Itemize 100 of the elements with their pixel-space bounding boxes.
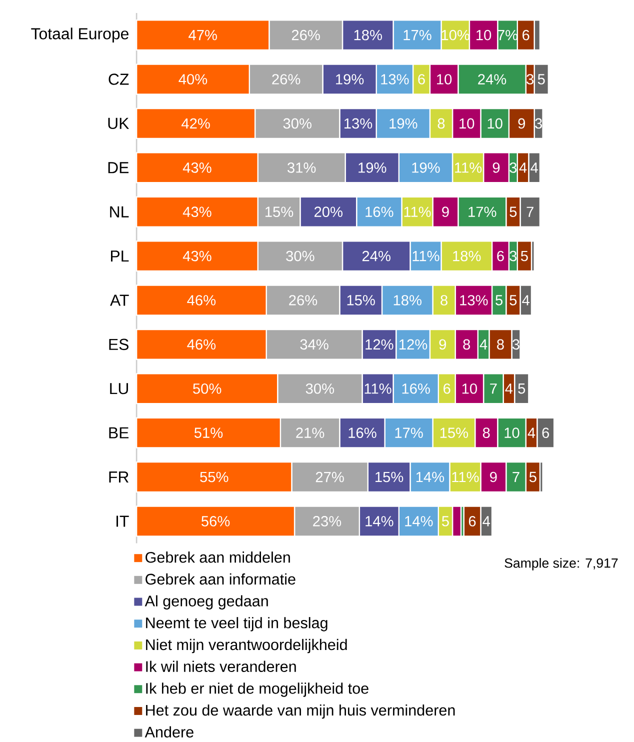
y-tick-label: FR: [109, 472, 128, 482]
data-label: 3: [512, 339, 520, 350]
data-label: 15%: [376, 472, 404, 482]
data-label: 5: [496, 295, 502, 306]
legend-label: Al genoeg gedaan: [144, 595, 268, 610]
data-label: 10: [462, 383, 477, 394]
data-label: 8: [497, 339, 504, 350]
data-label: 14%: [366, 516, 394, 526]
data-label: 5: [520, 250, 528, 262]
data-label: 4: [530, 162, 538, 173]
data-label: 24%: [478, 74, 506, 84]
data-label: 12%: [366, 339, 394, 350]
data-label: 8: [463, 339, 470, 350]
data-label: 11%: [404, 206, 431, 217]
data-label: 13%: [344, 118, 372, 129]
data-label: 11%: [364, 384, 392, 394]
data-label: 6: [418, 74, 425, 84]
data-label: 9: [442, 206, 449, 218]
data-label: 9: [490, 472, 497, 482]
data-label: 10: [488, 118, 502, 129]
data-label: 10: [460, 118, 474, 129]
data-label: 43%: [182, 250, 212, 262]
data-label: 14%: [405, 516, 433, 526]
data-label: 19%: [358, 162, 386, 173]
data-label: 5: [510, 206, 517, 217]
data-label: 16%: [348, 428, 376, 438]
data-label: 26%: [272, 74, 300, 84]
data-label: 24%: [362, 250, 390, 262]
data-label: 5: [529, 472, 536, 482]
data-label: 19%: [336, 74, 364, 84]
y-tick-label: LU: [110, 383, 128, 394]
data-label: 56%: [202, 516, 230, 526]
data-label: 16%: [402, 383, 430, 394]
y-tick-label: BE: [109, 427, 129, 438]
data-label: 7: [512, 472, 520, 482]
data-label: 19%: [390, 118, 418, 129]
legend-label: Ik wil niets veranderen: [146, 660, 296, 672]
y-tick-label: NL: [110, 206, 129, 218]
legend-label: Ik heb er niet de mogelijkheid toe: [146, 682, 368, 697]
data-label: 26%: [292, 30, 320, 40]
legend-label: Gebrek aan middelen: [146, 552, 290, 563]
data-label: 13%: [381, 74, 409, 84]
data-label: 7: [490, 384, 497, 394]
data-label: 10: [476, 30, 492, 40]
y-tick-label: PL: [111, 250, 129, 262]
data-label: 30%: [306, 383, 334, 394]
y-tick-label: UK: [108, 118, 130, 130]
legend-label: Neemt te veel tijd in beslag: [146, 617, 328, 632]
data-label: 10: [437, 74, 452, 84]
data-label: 17%: [468, 206, 496, 217]
data-label: 46%: [187, 339, 216, 350]
data-label: 9: [439, 339, 446, 350]
data-label: 18%: [354, 30, 382, 40]
data-label: 55%: [200, 472, 228, 482]
data-label: 6: [497, 250, 504, 262]
data-label: 4: [482, 516, 490, 526]
y-tick-label: DE: [108, 162, 129, 174]
data-label: 5: [510, 295, 517, 306]
data-label: 43%: [182, 206, 212, 218]
data-label: 3: [535, 118, 542, 129]
data-label: 3: [526, 74, 534, 84]
data-label: 17%: [395, 428, 423, 438]
data-label: 13%: [460, 295, 488, 306]
data-label: 5: [442, 516, 449, 526]
data-label: 15%: [266, 206, 294, 217]
legend-label: Gebrek aan informatie: [146, 573, 296, 585]
y-tick-label: CZ: [108, 74, 129, 85]
data-label: 46%: [187, 295, 216, 306]
data-label: 5: [518, 384, 526, 394]
data-label: 26%: [289, 295, 318, 306]
data-label: 12%: [399, 339, 428, 350]
data-label: 4: [480, 339, 488, 350]
data-label: 17%: [404, 30, 432, 40]
data-label: 11%: [455, 162, 482, 173]
data-label: 15%: [440, 428, 468, 438]
data-label: 15%: [347, 295, 375, 306]
data-label: 3: [510, 162, 517, 173]
legend-label: Niet mijn verantwoordelijkheid: [146, 638, 347, 654]
data-label: 19%: [412, 162, 440, 173]
data-label: 20%: [314, 206, 342, 218]
data-label: 11%: [452, 472, 479, 482]
data-label: 8: [440, 295, 448, 306]
data-label: 47%: [188, 30, 217, 40]
data-label: 21%: [296, 428, 324, 438]
data-label: 18%: [453, 250, 481, 262]
data-label: 5: [538, 74, 545, 84]
data-label: 9: [518, 118, 525, 129]
data-label: 18%: [394, 295, 422, 306]
data-label: 42%: [182, 118, 210, 129]
data-label: 10: [504, 428, 520, 438]
data-label: 14%: [416, 472, 444, 482]
data-label: 34%: [300, 339, 328, 350]
data-label: 30%: [286, 250, 314, 262]
data-label: 27%: [316, 472, 344, 482]
data-label: 6: [522, 30, 530, 40]
legend-label: Het zou de waarde van mijn huis verminderen: [146, 704, 455, 719]
y-tick-label: IT: [116, 516, 129, 527]
data-label: 7: [526, 206, 534, 217]
legend-label: Andere: [144, 726, 194, 738]
data-label: 16%: [366, 206, 394, 218]
